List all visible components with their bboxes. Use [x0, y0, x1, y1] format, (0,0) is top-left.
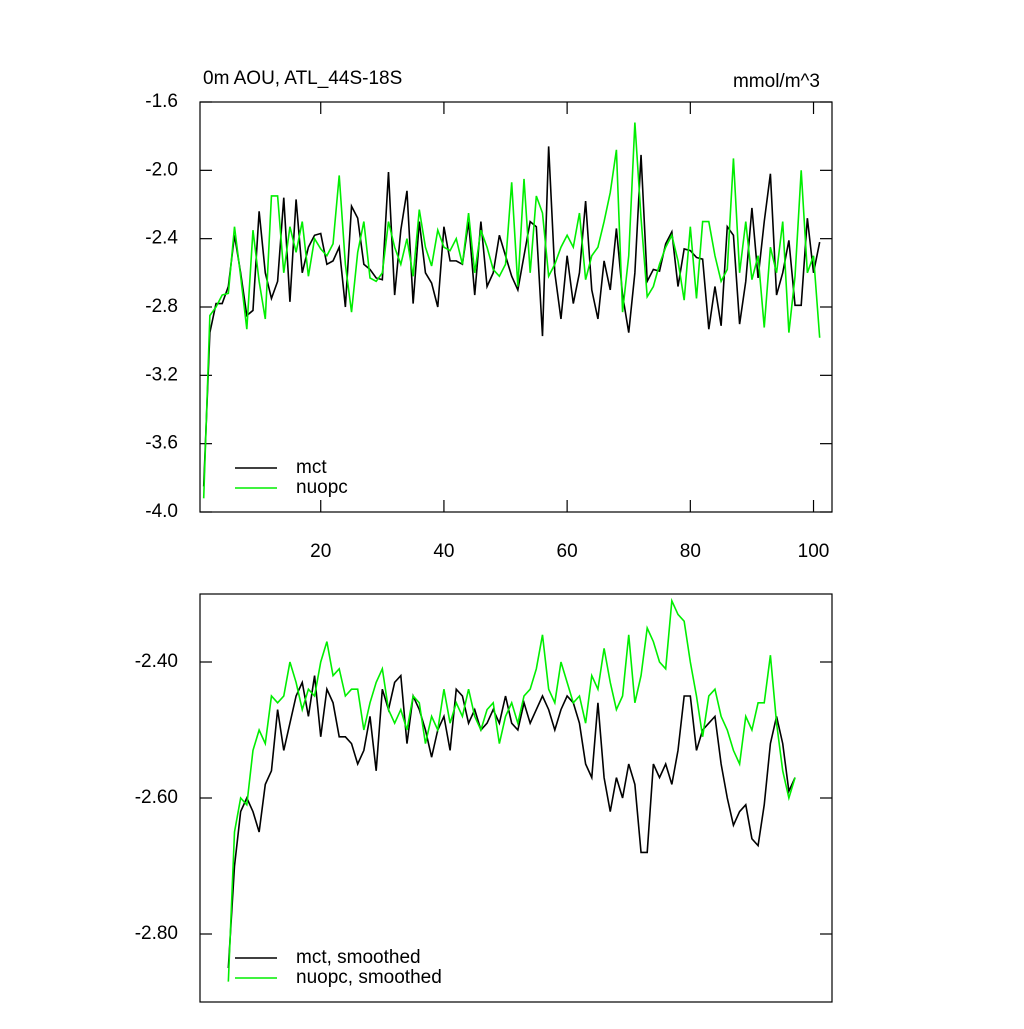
y-tick-label: -2.4 [145, 228, 178, 249]
legend-label: mct, smoothed [296, 947, 421, 968]
legend-label: nuopc [296, 477, 348, 498]
chart-title: 0m AOU, ATL_44S-18S [203, 68, 402, 89]
y-tick-label: -3.6 [145, 433, 178, 454]
plot-frame [199, 593, 833, 1003]
y-tick-label: -4.0 [145, 501, 178, 522]
series-line [202, 146, 821, 487]
y-tick-label: -1.6 [145, 91, 178, 112]
legend-label: mct [296, 457, 327, 478]
legend-label: nuopc, smoothed [296, 967, 442, 988]
x-tick-label: 100 [798, 541, 830, 562]
x-tick-label: 80 [680, 541, 701, 562]
y-tick-label: -2.60 [135, 787, 178, 808]
plot-frame [199, 101, 833, 513]
x-tick-label: 60 [557, 541, 578, 562]
y-tick-label: -2.80 [135, 923, 178, 944]
y-tick-label: -2.40 [135, 651, 178, 672]
series-line [202, 122, 821, 499]
series-line [227, 597, 796, 982]
units-label: mmol/m^3 [733, 71, 820, 92]
y-tick-label: -3.2 [145, 364, 178, 385]
x-tick-label: 20 [310, 541, 331, 562]
x-tick-label: 40 [433, 541, 454, 562]
y-tick-label: -2.8 [145, 296, 178, 317]
series-line [227, 673, 796, 969]
y-tick-label: -2.0 [145, 159, 178, 180]
